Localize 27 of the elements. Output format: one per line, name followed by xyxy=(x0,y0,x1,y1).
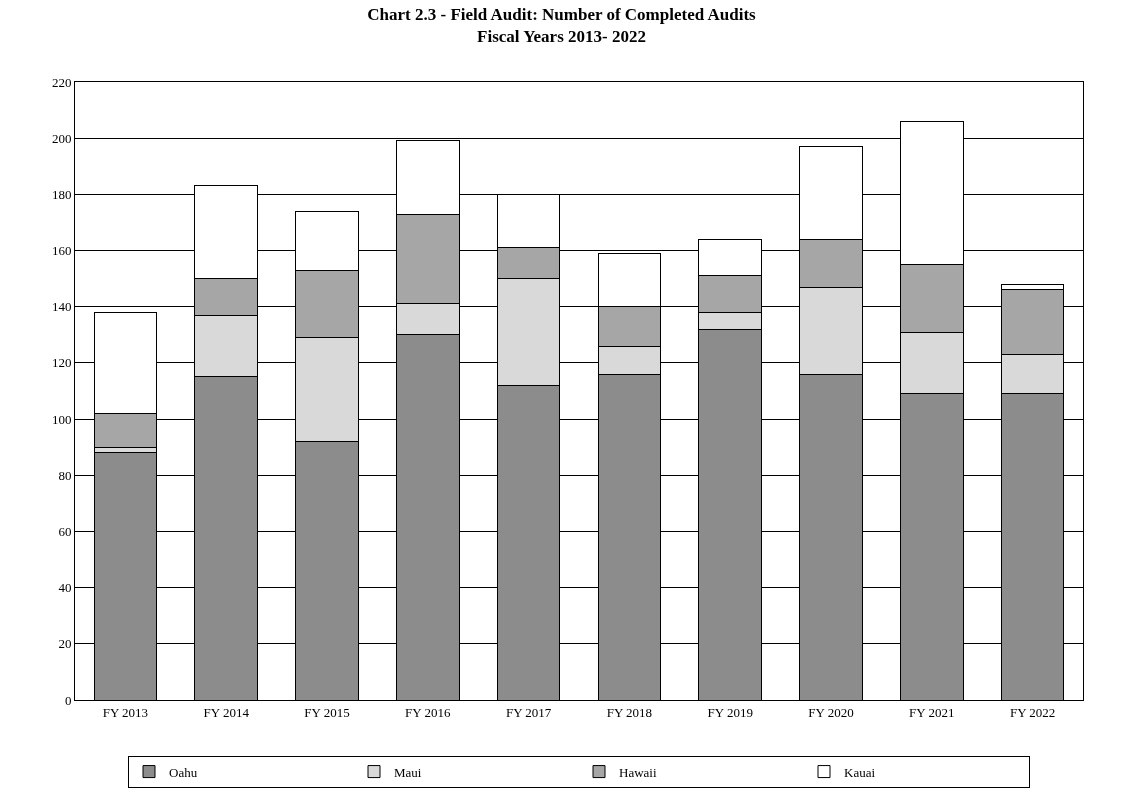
x-tick-label: FY 2014 xyxy=(203,704,250,720)
y-tick-label: 80 xyxy=(58,467,72,483)
y-tick-label: 160 xyxy=(51,243,72,259)
x-tick-label: FY 2022 xyxy=(1009,704,1056,720)
y-tick-label: 180 xyxy=(51,186,72,202)
x-tick-label: FY 2019 xyxy=(707,704,753,720)
y-tick-label: 120 xyxy=(51,355,72,371)
x-tick-label: FY 2020 xyxy=(808,704,854,720)
y-tick-label: 100 xyxy=(51,411,72,427)
y-tick-label: 20 xyxy=(58,636,72,652)
y-tick-label: 60 xyxy=(58,524,72,539)
y-tick-label: 200 xyxy=(51,130,72,146)
y-tick-label: 220 xyxy=(51,74,72,90)
legend-label: Oahu xyxy=(169,764,198,780)
chart-title: Chart 2.3 - Field Audit: Number of Completed Audits Fiscal Years 2013- 2022 xyxy=(367,5,757,47)
legend-label: Hawaii xyxy=(619,764,657,780)
legend-label: Maui xyxy=(394,764,422,780)
x-tick-label: FY 2016 xyxy=(405,704,451,720)
legend-label: Kauai xyxy=(844,764,876,780)
y-tick-label: 140 xyxy=(51,299,72,315)
x-tick-label: FY 2015 xyxy=(304,704,350,720)
y-tick-label: 0 xyxy=(64,692,72,708)
x-tick-label: FY 2021 xyxy=(909,704,955,720)
x-tick-label: FY 2017 xyxy=(505,704,552,720)
y-tick-label: 40 xyxy=(58,580,72,596)
x-tick-label: FY 2013 xyxy=(102,704,149,720)
x-tick-label: FY 2018 xyxy=(606,704,653,720)
